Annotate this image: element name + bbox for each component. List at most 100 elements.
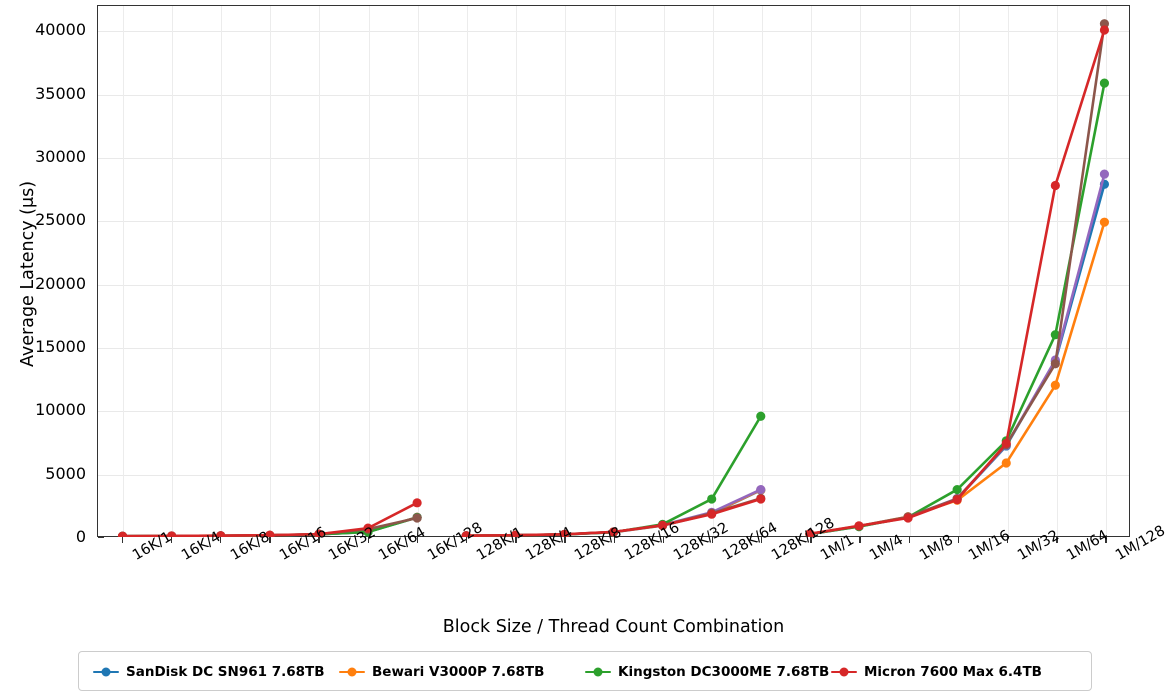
- gridline-vertical: [417, 6, 419, 536]
- x-tick-mark: [318, 537, 320, 543]
- y-tick-label: 30000: [35, 147, 86, 166]
- gridline-vertical: [1008, 6, 1010, 536]
- data-point: [903, 513, 913, 523]
- x-tick-label: 1M/64: [1064, 527, 1112, 564]
- data-point: [756, 411, 766, 421]
- gridline-vertical: [958, 6, 960, 536]
- x-tick-label: 128K/1: [473, 524, 527, 564]
- legend-marker-icon: [585, 670, 611, 674]
- x-tick-mark: [908, 537, 911, 543]
- x-tick-label: 1M/1: [818, 532, 858, 564]
- x-tick-mark: [465, 537, 468, 543]
- series-0: [117, 179, 1110, 537]
- y-tick-label: 0: [75, 527, 86, 546]
- x-tick-label: 16K/8: [227, 528, 273, 564]
- data-point: [1099, 217, 1110, 227]
- x-tick-mark: [711, 537, 714, 543]
- data-point: [1099, 169, 1110, 179]
- x-tick-mark: [367, 537, 369, 543]
- data-point: [707, 509, 717, 519]
- gridline-vertical: [614, 6, 616, 536]
- gridline-vertical: [811, 6, 813, 536]
- data-point: [412, 513, 422, 523]
- gridline-horizontal: [98, 221, 1129, 223]
- x-tick-label: 1M/128: [1113, 522, 1169, 564]
- legend-label: Bewari V3000P 7.68TB: [372, 664, 545, 680]
- legend-item[interactable]: Kingston DC3000ME 7.68TB: [585, 664, 831, 680]
- gridline-vertical: [762, 6, 764, 536]
- gridline-horizontal: [98, 94, 1129, 96]
- series-line: [808, 182, 1106, 536]
- data-point: [167, 531, 177, 537]
- data-point: [707, 494, 717, 504]
- gridline-vertical: [663, 6, 665, 536]
- gridline-horizontal: [98, 411, 1129, 413]
- x-tick-label: 128K/4: [523, 524, 576, 564]
- x-tick-label: 128K/32: [670, 519, 732, 564]
- data-point: [854, 521, 864, 531]
- series-line: [808, 28, 1106, 536]
- x-tick-label: 128K/64: [719, 519, 781, 564]
- gridline-vertical: [368, 6, 370, 536]
- legend: SanDisk DC SN961 7.68TB Bewari V3000P 7.6…: [78, 651, 1092, 691]
- legend-marker-icon: [831, 670, 857, 674]
- y-tick-label: 20000: [35, 273, 86, 293]
- data-point: [1099, 78, 1110, 88]
- gridline-vertical: [171, 6, 173, 536]
- legend-item[interactable]: SanDisk DC SN961 7.68TB: [93, 664, 339, 680]
- x-tick-mark: [170, 537, 173, 543]
- x-tick-label: 1M/16: [965, 527, 1013, 564]
- data-point: [117, 531, 128, 537]
- gridlines: [98, 6, 1129, 536]
- legend-label: SanDisk DC SN961 7.68TB: [126, 664, 325, 680]
- data-point: [412, 498, 422, 508]
- x-tick-label: 1M/32: [1015, 527, 1063, 564]
- gridline-vertical: [466, 6, 468, 536]
- data-point: [363, 523, 373, 533]
- y-tick-label: 25000: [35, 210, 86, 230]
- x-tick-mark: [761, 537, 763, 543]
- x-axis-tick-marks: [97, 537, 1130, 547]
- y-tick-label: 35000: [35, 83, 86, 103]
- gridline-vertical: [1106, 6, 1108, 536]
- y-axis-tick-labels: 0 5000 10000 15000 20000 25000 30000 35000 40000: [8, 0, 104, 663]
- gridline-horizontal: [98, 31, 1129, 33]
- plot-area: [97, 5, 1130, 537]
- data-point: [1001, 438, 1011, 449]
- x-axis-title: Block Size / Thread Count Combination: [442, 617, 785, 637]
- x-tick-mark: [515, 537, 517, 543]
- series-5: [117, 19, 1110, 537]
- gridline-vertical: [565, 6, 567, 536]
- data-point: [1050, 380, 1060, 390]
- x-tick-mark: [662, 537, 665, 543]
- legend-marker-icon: [93, 670, 119, 674]
- data-point: [510, 530, 520, 537]
- x-tick-mark: [859, 537, 861, 543]
- x-tick-mark: [613, 537, 615, 543]
- data-point: [559, 529, 569, 537]
- y-tick-mark: [98, 537, 104, 539]
- y-tick-label: 10000: [35, 400, 86, 420]
- data-point: [1050, 330, 1060, 340]
- data-point: [265, 530, 275, 537]
- gridline-vertical: [712, 6, 714, 536]
- x-tick-label: 1M/4: [867, 532, 907, 564]
- gridline-vertical: [516, 6, 518, 536]
- data-point: [1050, 180, 1060, 191]
- legend-item[interactable]: Bewari V3000P 7.68TB: [339, 664, 585, 680]
- data-point: [1050, 359, 1060, 369]
- series-3: [117, 25, 1110, 537]
- x-tick-mark: [564, 537, 566, 543]
- data-point: [657, 520, 668, 530]
- data-point: [608, 527, 619, 537]
- legend-label: Micron 7600 Max 6.4TB: [864, 664, 1042, 680]
- data-point: [216, 531, 226, 537]
- legend-item[interactable]: Micron 7600 Max 6.4TB: [831, 664, 1077, 680]
- x-tick-mark: [219, 537, 222, 543]
- x-tick-mark: [416, 537, 419, 543]
- series-line: [464, 414, 763, 537]
- x-tick-label: 128K/16: [621, 519, 682, 564]
- gridline-vertical: [122, 6, 124, 536]
- x-tick-label: 128K/128: [769, 515, 838, 564]
- data-point: [805, 529, 815, 537]
